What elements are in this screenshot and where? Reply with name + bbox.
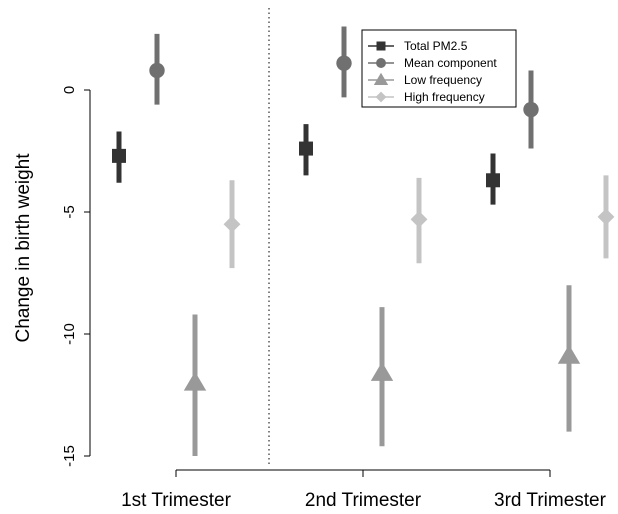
legend-marker (376, 41, 386, 51)
legend: Total PM2.5 Mean component Low frequency Hi… (361, 29, 517, 108)
y-tick-label: -10 (61, 323, 78, 345)
data-point (112, 148, 126, 163)
legend-marker (376, 58, 386, 68)
x-tick-label: 2nd Trimester (305, 490, 422, 511)
data-point (223, 215, 241, 233)
data-point (370, 361, 394, 381)
legend-box (361, 29, 517, 108)
data-point (410, 210, 428, 228)
x-ticks: 1st Trimester 2nd Trimester 3rd Trimester (121, 470, 607, 511)
y-tick-label: -5 (61, 205, 78, 218)
data-point (183, 371, 207, 391)
y-tick-label: 0 (61, 86, 78, 94)
data-point (523, 101, 539, 118)
series-group (112, 26, 615, 456)
x-tick-label: 1st Trimester (121, 490, 231, 511)
x-tick-label: 3rd Trimester (494, 490, 607, 511)
legend-marker (375, 91, 387, 103)
data-point (149, 62, 165, 79)
data-point (557, 344, 581, 364)
legend-label: Mean component (404, 56, 497, 70)
y-axis-label: Change in birth weight (13, 153, 34, 343)
y-ticks: 0 -5 -10 -15 (61, 86, 90, 467)
legend-marker (373, 72, 389, 86)
legend-label: Low frequency (404, 73, 482, 87)
data-point (299, 141, 313, 156)
data-point (336, 55, 352, 71)
legend-label: Total PM2.5 (404, 39, 468, 53)
data-point (486, 173, 500, 188)
legend-label: High frequency (404, 90, 485, 104)
y-tick-label: -15 (61, 445, 78, 467)
data-point (597, 208, 615, 226)
